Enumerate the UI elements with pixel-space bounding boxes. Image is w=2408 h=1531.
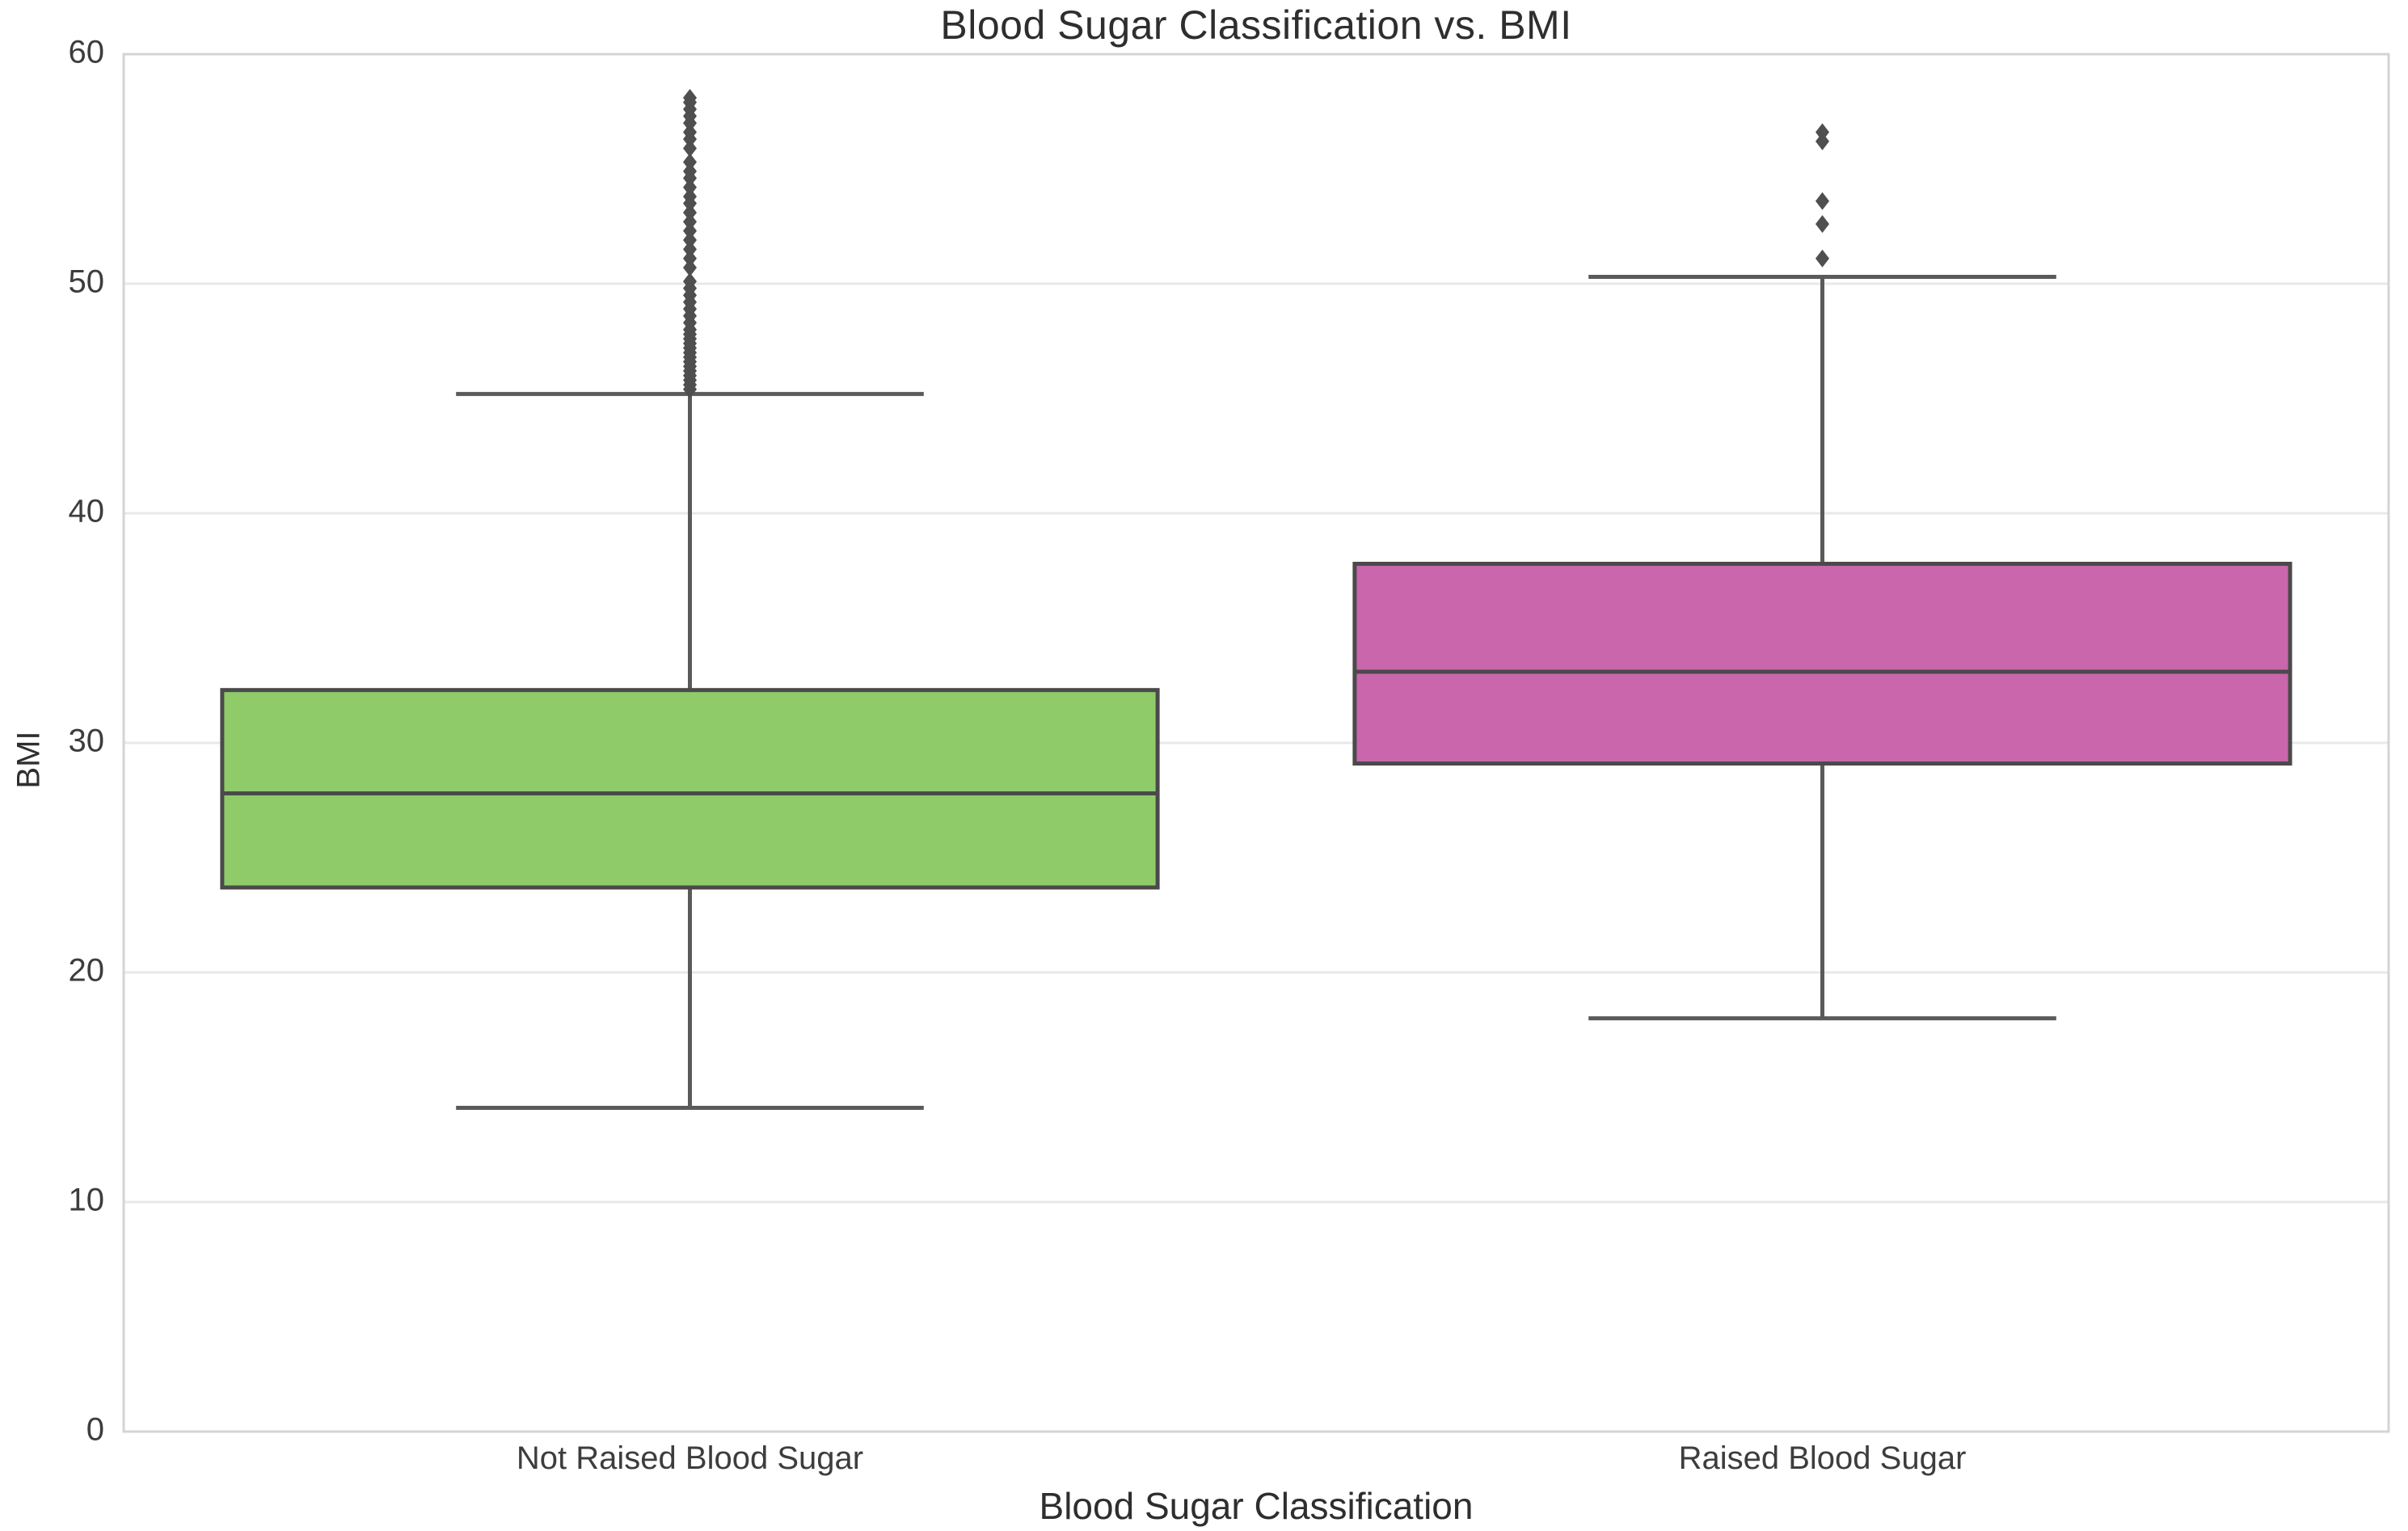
outlier-point [683, 249, 697, 268]
outlier-point [683, 162, 697, 180]
outlier-point [683, 240, 697, 259]
outlier-point [683, 178, 697, 196]
outlier-point [683, 88, 697, 107]
outlier-point [683, 213, 697, 231]
box [1352, 561, 2292, 766]
outlier-point [683, 259, 697, 277]
outlier-point [683, 188, 697, 206]
y-tick-label: 10 [69, 1183, 105, 1218]
x-tick-label: Not Raised Blood Sugar [517, 1440, 863, 1476]
y-tick-label: 20 [69, 953, 105, 989]
plot-frame [122, 53, 2390, 1433]
y-tick-label: 30 [69, 723, 105, 759]
outlier-point [1815, 249, 1829, 268]
outlier-point [683, 139, 697, 158]
y-tick-label: 50 [69, 264, 105, 300]
y-tick-label: 40 [69, 494, 105, 529]
outlier-point [1815, 215, 1829, 234]
outlier-point [683, 272, 697, 291]
y-tick-label: 0 [86, 1412, 104, 1448]
box [220, 688, 1160, 890]
x-tick-label: Raised Blood Sugar [1679, 1440, 1967, 1476]
outlier-point [1815, 192, 1829, 210]
outlier-point [683, 123, 697, 141]
outlier-point [1815, 132, 1829, 150]
y-tick-label: 60 [69, 35, 105, 70]
chart-title: Blood Sugar Classification vs. BMI [940, 2, 1572, 48]
outlier-point [683, 203, 697, 221]
outlier-point [683, 221, 697, 240]
x-axis-label: Blood Sugar Classification [1039, 1485, 1474, 1527]
outlier-point [683, 231, 697, 250]
outlier-point [1815, 123, 1829, 141]
outlier-point [683, 153, 697, 171]
